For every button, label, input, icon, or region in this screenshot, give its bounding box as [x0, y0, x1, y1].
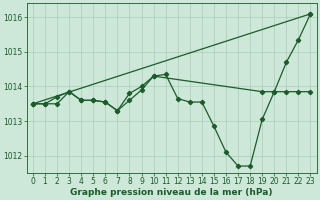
X-axis label: Graphe pression niveau de la mer (hPa): Graphe pression niveau de la mer (hPa)	[70, 188, 273, 197]
